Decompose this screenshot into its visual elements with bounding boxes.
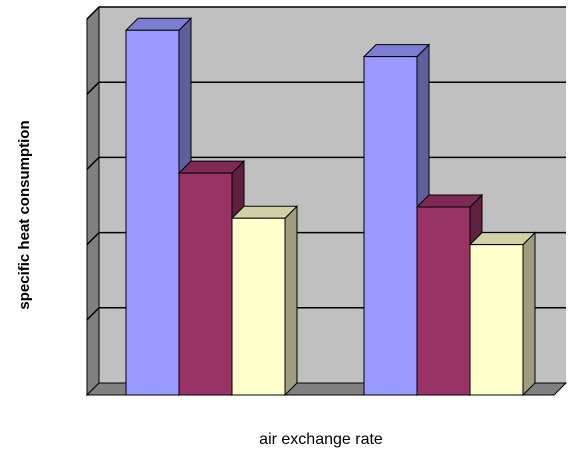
- gridline: [86, 6, 100, 20]
- bar-side-face: [522, 231, 536, 397]
- bars: [124, 17, 537, 397]
- gridline: [86, 232, 100, 246]
- plot-area: [85, 5, 568, 397]
- y-axis-label: specific heat consumption: [16, 120, 33, 309]
- side-wall: [86, 5, 100, 397]
- bar-top-face: [362, 44, 431, 58]
- bar-top-face: [177, 160, 246, 174]
- bar-front-face: [469, 244, 524, 396]
- bar-top-face: [230, 205, 299, 219]
- gridline: [86, 81, 100, 95]
- x-axis-label: air exchange rate: [259, 431, 383, 448]
- bar: [468, 231, 537, 397]
- gridline: [86, 307, 100, 321]
- bar: [230, 205, 299, 397]
- bar-side-face: [284, 205, 298, 397]
- bar-front-face: [178, 172, 233, 396]
- bar-top-face: [124, 17, 193, 31]
- bar-top-face: [468, 232, 537, 246]
- bar-front-face: [416, 206, 471, 396]
- bar-front-face: [363, 56, 418, 396]
- bar-front-face: [231, 217, 286, 396]
- bar-front-face: [125, 29, 180, 396]
- gridline: [86, 156, 100, 170]
- bar-top-face: [415, 194, 484, 208]
